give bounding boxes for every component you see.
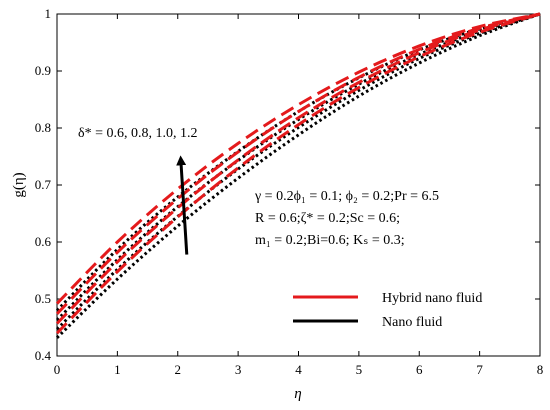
x-tick-label: 3 (235, 362, 242, 377)
hybrid-series-line (55, 12, 541, 325)
params-line-2: R = 0.6;ζ* = 0.2;Sc = 0.6; (255, 211, 400, 226)
y-tick-label: 0.6 (35, 234, 52, 249)
nano-series-line (55, 12, 541, 331)
y-tick-label: 0.9 (35, 63, 51, 78)
legend: Hybrid nano fluid Nano fluid (293, 291, 482, 330)
x-tick-label: 4 (295, 362, 302, 377)
x-axis-label: η (294, 386, 301, 402)
y-tick-label: 0.5 (35, 291, 51, 306)
increase-arrow (176, 155, 189, 255)
nano-series-line (55, 12, 541, 339)
y-tick-label: 0.7 (35, 177, 52, 192)
delta-annotation: δ* = 0.6, 0.8, 1.0, 1.2 (78, 126, 198, 141)
x-tick-label: 8 (537, 362, 544, 377)
y-tick-label: 0.4 (35, 348, 52, 363)
params-line-3: m₁ = 0.2;Bi=0.6; Kₛ = 0.3; (255, 233, 405, 248)
hybrid-series-line (55, 12, 541, 335)
hybrid-series-line (55, 12, 541, 305)
ticks-layer: 0 1 2 3 4 5 6 7 8 0.4 0.5 0.6 0.7 0.8 0.9 1 (35, 6, 544, 377)
legend-label-hybrid: Hybrid nano fluid (382, 291, 482, 306)
legend-label-nano: Nano fluid (382, 315, 442, 330)
params-line-1: γ = 0.2ϕ₁ = 0.1; ϕ₂ = 0.2;Pr = 6.5 (254, 189, 439, 204)
x-tick-label: 6 (416, 362, 423, 377)
nano-series-line (55, 12, 541, 322)
y-tick-label: 1 (45, 6, 52, 21)
series-layer (55, 12, 541, 339)
y-axis-label: g(η) (11, 172, 27, 197)
y-tick-label: 0.8 (35, 120, 51, 135)
nano-series-line (55, 12, 541, 312)
x-tick-label: 7 (476, 362, 483, 377)
hybrid-series-line (55, 12, 541, 315)
x-tick-label: 2 (175, 362, 182, 377)
x-tick-label: 5 (356, 362, 363, 377)
x-tick-label: 1 (114, 362, 121, 377)
x-tick-label: 0 (54, 362, 61, 377)
